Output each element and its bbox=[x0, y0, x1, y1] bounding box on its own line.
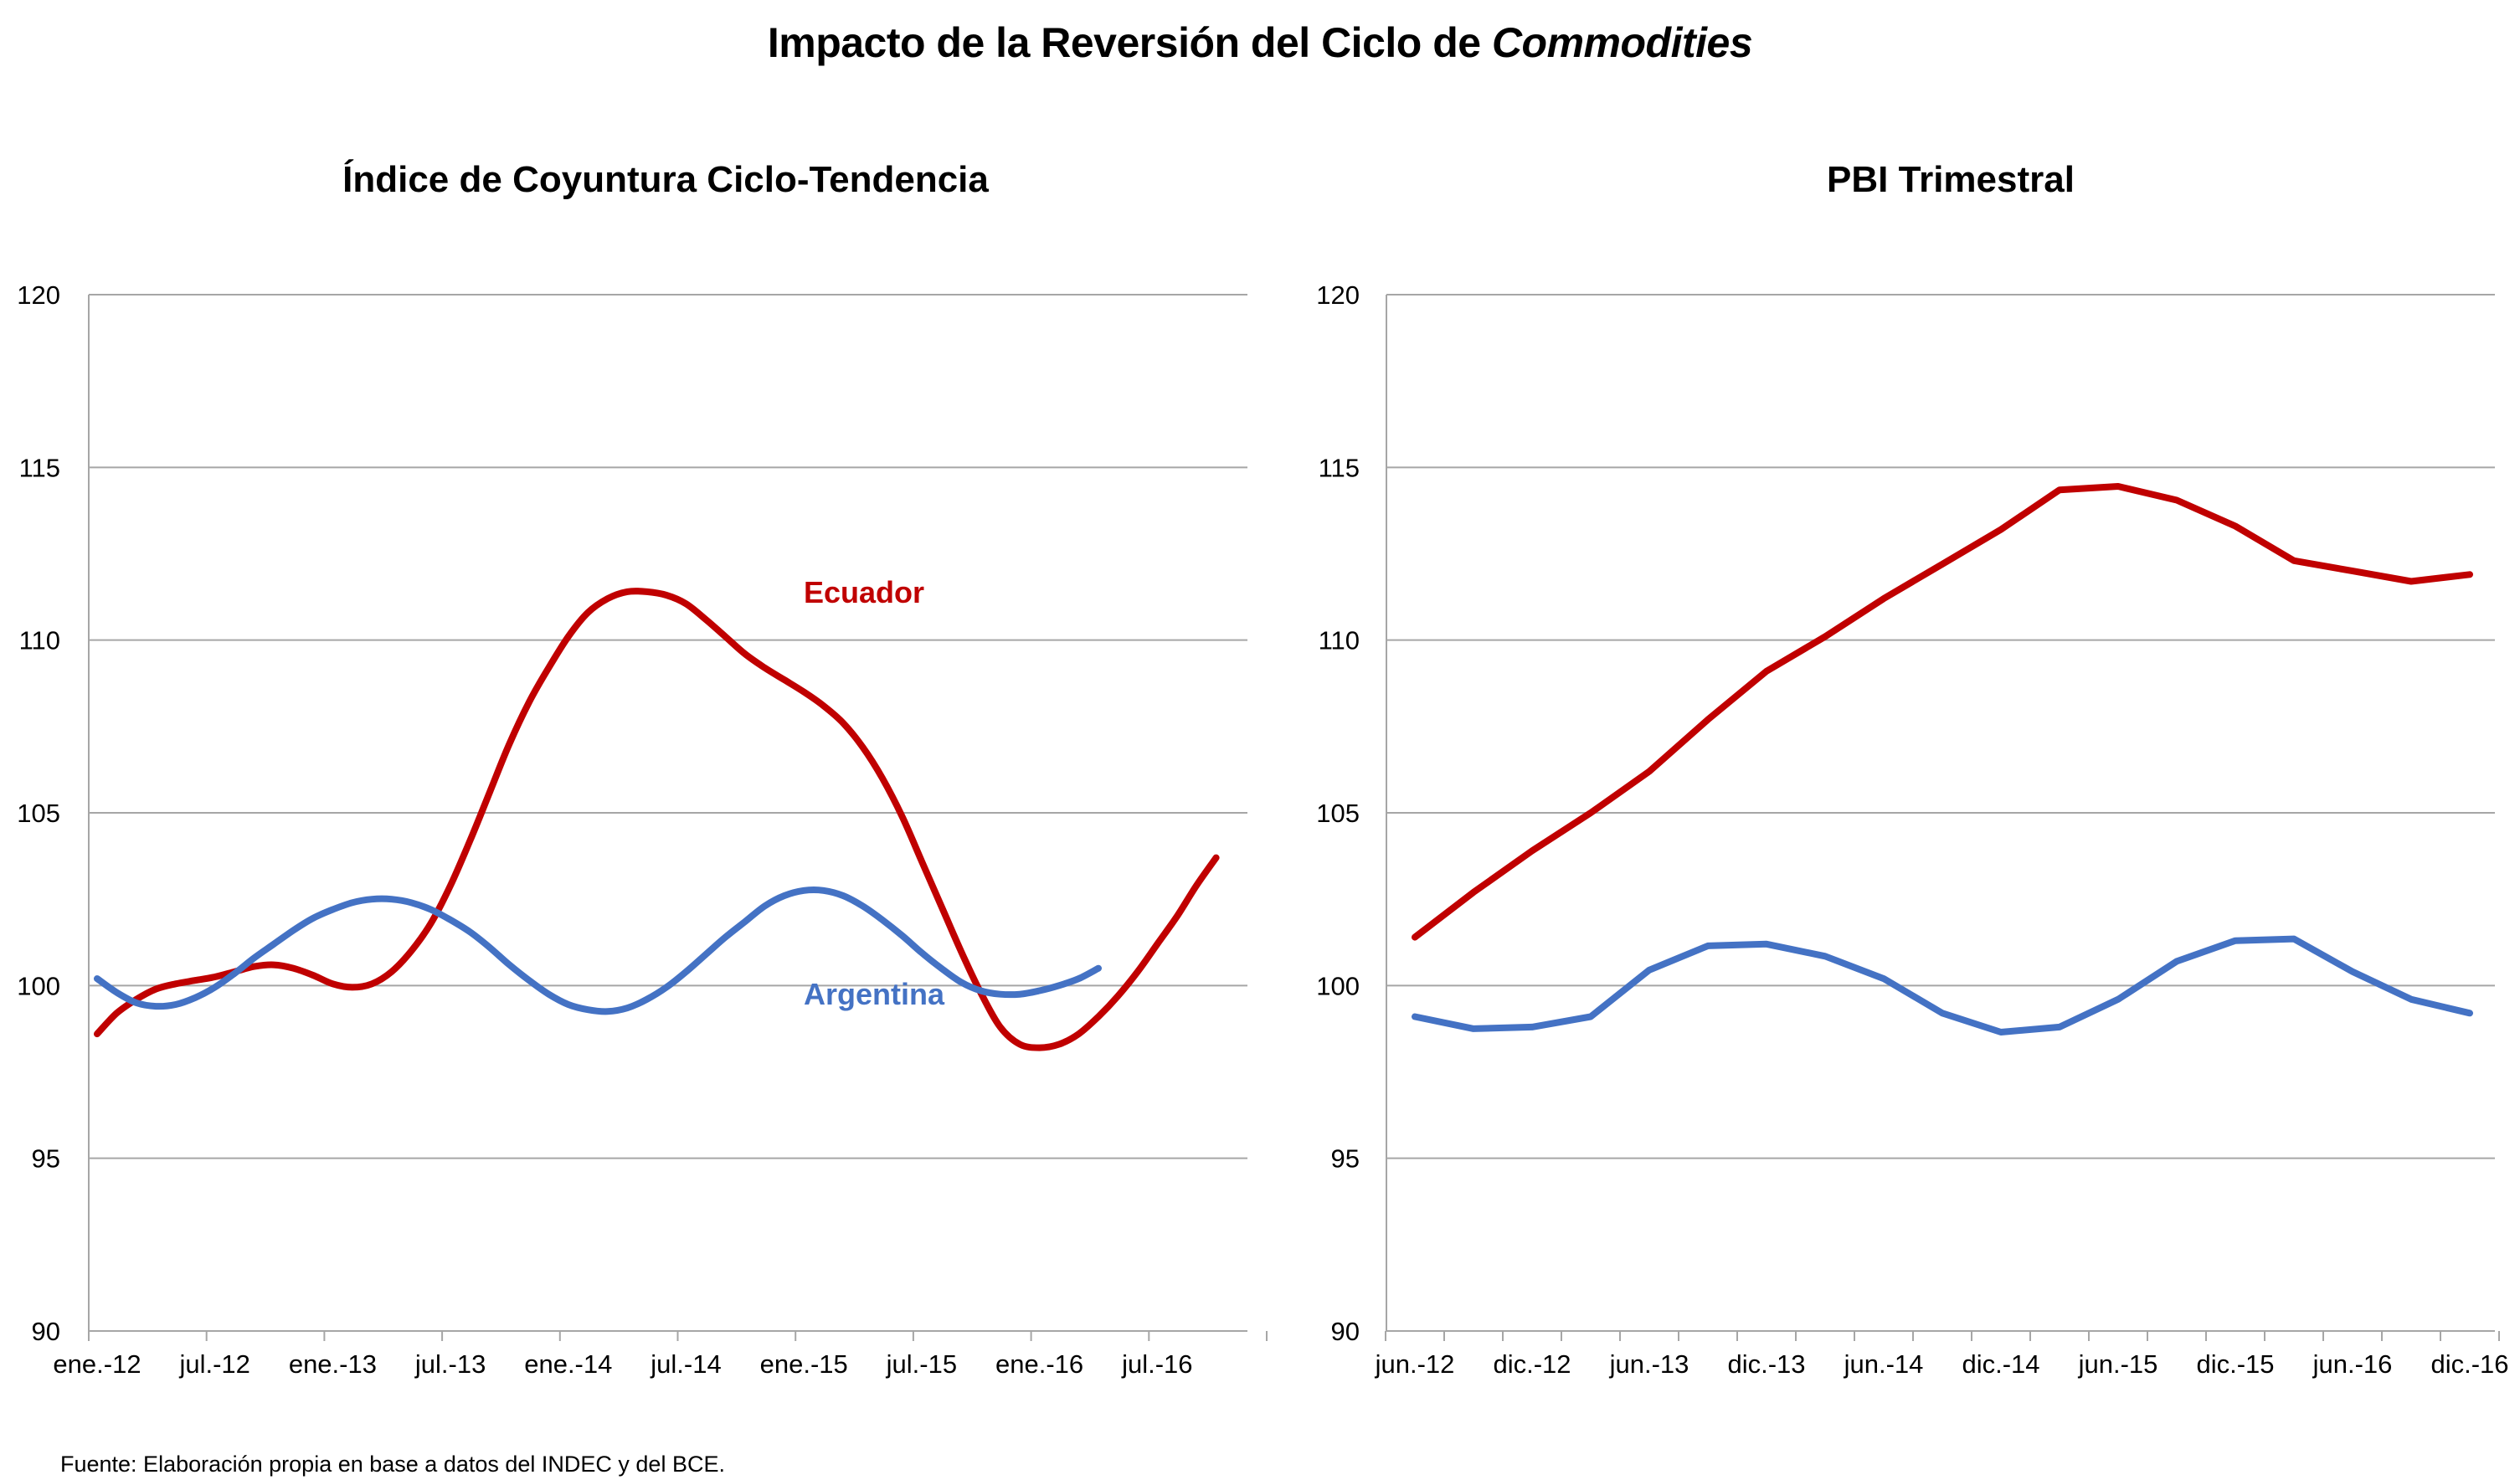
x-tick-label: dic.-13 bbox=[1727, 1349, 1805, 1379]
x-tick-label: dic.-12 bbox=[1493, 1349, 1571, 1379]
y-tick-label: 105 bbox=[1316, 799, 1360, 828]
x-tick-label: dic.-15 bbox=[2196, 1349, 2274, 1379]
x-tick-label: jul.-15 bbox=[886, 1349, 957, 1379]
x-tick-label: dic.-16 bbox=[2430, 1349, 2508, 1379]
x-tick-label: jul.-12 bbox=[178, 1349, 249, 1379]
main-title: Impacto de la Reversión del Ciclo de Com… bbox=[0, 18, 2520, 67]
y-tick-label: 90 bbox=[32, 1317, 60, 1346]
x-tick-label: ene.-13 bbox=[289, 1349, 377, 1379]
y-tick-label: 90 bbox=[1331, 1317, 1360, 1346]
x-tick-label: jun.-15 bbox=[2078, 1349, 2158, 1379]
right-chart: 90 95 100 105 110 115 120 jun.-12 dic.-12 jun.-13… bbox=[1316, 280, 2508, 1379]
source-note: Fuente: Elaboración propia en base a dat… bbox=[60, 1452, 725, 1477]
y-tick-label: 115 bbox=[1319, 453, 1360, 482]
y-tick-label: 100 bbox=[17, 971, 60, 1000]
x-tick-label: dic.-14 bbox=[1962, 1349, 2039, 1379]
y-tick-label: 105 bbox=[17, 799, 60, 828]
left-chart: 90 95 100 105 110 115 120 ene.-12 jul.-12 ene.-13… bbox=[17, 280, 1268, 1379]
y-tick-label: 110 bbox=[1319, 626, 1360, 655]
x-tick-label: ene.-15 bbox=[760, 1349, 848, 1379]
main-title-text: Impacto de la Reversión del Ciclo de bbox=[767, 19, 1492, 66]
y-tick-label: 120 bbox=[17, 280, 60, 310]
series-label-ecuador: Ecuador bbox=[804, 575, 924, 609]
x-tick-label: ene.-16 bbox=[995, 1349, 1083, 1379]
series-line-argentina bbox=[94, 886, 1102, 1015]
y-tick-label: 120 bbox=[1316, 280, 1360, 310]
x-tick-label: jun.-14 bbox=[1844, 1349, 1924, 1379]
series-line-ecuador bbox=[1412, 483, 2473, 941]
x-tick-label: jun.-12 bbox=[1375, 1349, 1455, 1379]
y-tick-label: 115 bbox=[19, 453, 60, 482]
x-tick-label: ene.-14 bbox=[524, 1349, 612, 1379]
series-label-argentina: Argentina bbox=[804, 977, 945, 1011]
x-tick-label: jul.-13 bbox=[414, 1349, 486, 1379]
x-tick-label: jul.-14 bbox=[650, 1349, 721, 1379]
x-tick-label: jun.-16 bbox=[2312, 1349, 2393, 1379]
series-line-ecuador bbox=[94, 588, 1220, 1051]
x-tick-label: jul.-16 bbox=[1121, 1349, 1192, 1379]
y-tick-label: 110 bbox=[19, 626, 60, 655]
y-tick-label: 100 bbox=[1316, 971, 1360, 1000]
y-tick-label: 95 bbox=[32, 1144, 60, 1174]
x-tick-label: ene.-12 bbox=[53, 1349, 141, 1379]
y-tick-label: 95 bbox=[1331, 1144, 1360, 1174]
main-title-italic: Commodities bbox=[1491, 19, 1753, 66]
series-line-argentina bbox=[1412, 935, 2473, 1035]
left-chart-title: Índice de Coyuntura Ciclo-Tendencia bbox=[342, 159, 989, 200]
x-tick-label: jun.-13 bbox=[1609, 1349, 1689, 1379]
right-chart-title: PBI Trimestral bbox=[1827, 159, 2075, 200]
